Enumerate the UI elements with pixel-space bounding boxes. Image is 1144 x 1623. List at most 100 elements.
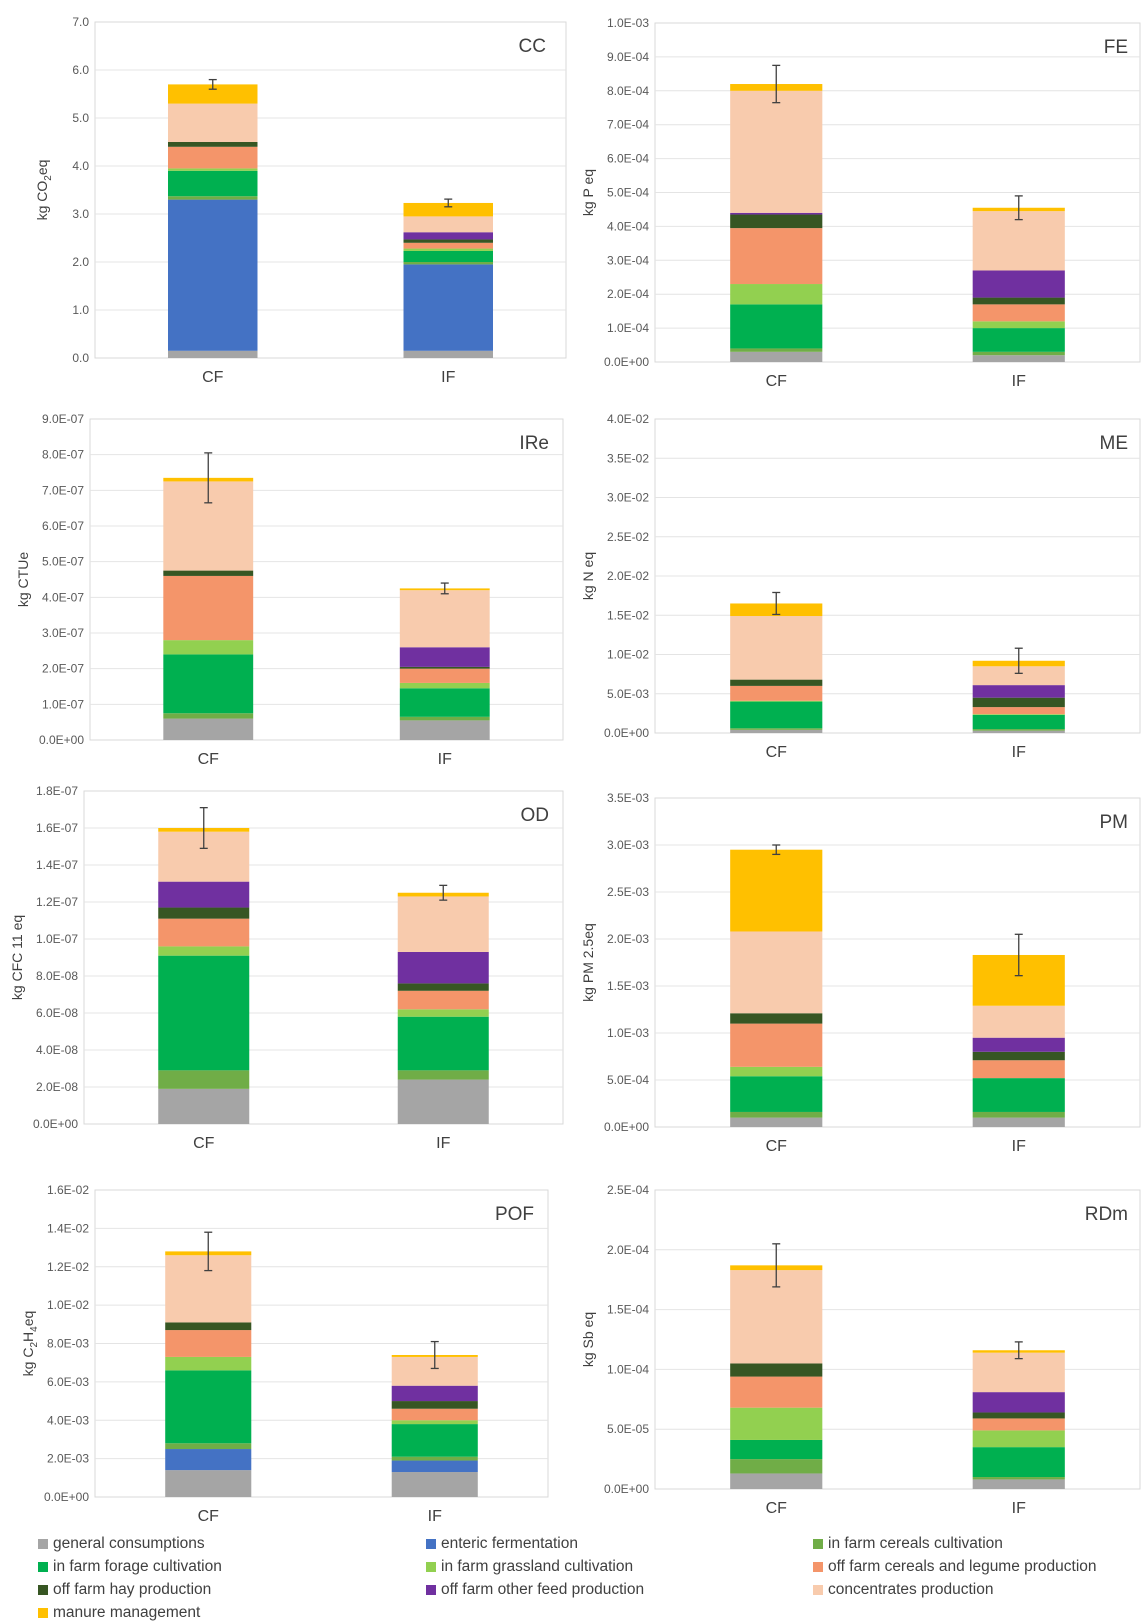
legend-swatch (38, 1562, 48, 1572)
y-tick-label: 5.0E-04 (607, 1073, 649, 1087)
bar-segment-gc-if (397, 1079, 489, 1124)
bar-segment-ffc-cf (730, 1076, 823, 1112)
bar-segment-ocl-cf (730, 1023, 823, 1067)
y-tick-label: 1.0E-03 (607, 1026, 649, 1040)
y-tick-label: 6.0 (72, 63, 89, 77)
bar-segment-ffc-if (397, 1016, 489, 1071)
bar-segment-ofp-if (399, 647, 490, 667)
y-tick-label: 6.0E-04 (607, 152, 649, 166)
bar-segment-fgc-if (972, 321, 1065, 329)
y-tick-label: 9.0E-07 (42, 412, 84, 426)
bar-segment-fgc-if (403, 248, 493, 251)
legend-swatch (813, 1562, 823, 1572)
y-axis-label: kg N eq (580, 552, 596, 600)
y-tick-label: 1.0E-07 (42, 697, 84, 711)
y-tick-label: 3.5E-03 (607, 791, 649, 805)
y-tick-label: 1.2E-02 (47, 1260, 89, 1274)
x-category-label: IF (1012, 373, 1026, 390)
legend-item-cp: concentrates production (813, 1580, 993, 1600)
y-tick-label: 0.0E+00 (604, 1482, 649, 1496)
bar-segment-ofp-if (972, 1037, 1065, 1052)
bar-segment-gc-cf (730, 1473, 823, 1489)
y-tick-label: 2.0E-03 (47, 1452, 89, 1466)
bar-segment-ef-if (403, 264, 493, 351)
y-tick-label: 1.6E-02 (47, 1183, 89, 1197)
y-tick-label: 5.0E-05 (607, 1422, 649, 1436)
y-tick-label: 4.0E-04 (607, 219, 649, 233)
y-tick-label: 9.0E-04 (607, 50, 649, 64)
bar-segment-gc-if (972, 730, 1065, 733)
plot-frame (654, 797, 1141, 1128)
bar-segment-fcc-if (391, 1456, 478, 1461)
y-tick-label: 2.0 (72, 255, 89, 269)
x-category-label: IF (1012, 744, 1026, 761)
legend-label: in farm grassland cultivation (441, 1558, 634, 1575)
bar-segment-fgc-cf (730, 284, 823, 305)
y-tick-label: 8.0E-04 (607, 84, 649, 98)
legend-item-mm: manure management (38, 1603, 200, 1623)
plot-frame (654, 1189, 1141, 1490)
bar-segment-ofp-if (972, 1392, 1065, 1413)
bar-segment-ofp-if (972, 685, 1065, 698)
y-tick-label: 3.0E-04 (607, 253, 649, 267)
x-category-label: IF (436, 1135, 450, 1152)
bar-segment-ffc-if (399, 688, 490, 717)
bar-segment-ffc-if (403, 250, 493, 262)
bar-segment-mm-cf (168, 84, 258, 104)
bar-segment-ohp-cf (168, 142, 258, 147)
y-tick-label: 2.0E-02 (607, 569, 649, 583)
y-tick-label: 2.0E-03 (607, 932, 649, 946)
legend-swatch (426, 1539, 436, 1549)
bar-segment-gc-if (403, 350, 493, 358)
panel-title: CC (519, 36, 546, 57)
bar-segment-ocl-cf (730, 1376, 823, 1408)
bar-segment-cp-cf (730, 616, 823, 680)
bar-segment-ocl-cf (165, 1330, 252, 1357)
y-axis-label: kg Sb eq (580, 1312, 596, 1367)
bar-segment-ocl-cf (730, 685, 823, 701)
y-axis-label: kg CO2eq (34, 160, 54, 221)
y-tick-label: 1.0E-03 (607, 16, 649, 30)
chart-panel-od: 0.0E+00 2.0E-08 4.0E-08 6.0E-08 8.0E-08 1.0E-… (9, 784, 564, 1152)
bar-segment-ofp-cf (158, 881, 250, 908)
y-axis-label: kg PM 2.5eq (580, 923, 596, 1002)
bar-segment-mm-cf (730, 849, 823, 932)
x-category-label: IF (1012, 1500, 1026, 1517)
bar-segment-fcc-if (972, 1477, 1065, 1480)
panel-title: OD (521, 805, 550, 826)
y-axis-label: kg CFC 11 eq (9, 915, 25, 1000)
bar-segment-ffc-cf (168, 170, 258, 197)
legend-item-ocl: off farm cereals and legume production (813, 1557, 1097, 1577)
y-tick-label: 1.0 (72, 303, 89, 317)
legend: general consumptions enteric fermentation… (38, 1534, 1138, 1622)
y-tick-label: 3.5E-02 (607, 451, 649, 465)
legend-label: off farm hay production (53, 1581, 212, 1598)
panel-title: IRe (519, 433, 549, 454)
y-tick-label: 2.0E-04 (607, 287, 649, 301)
y-tick-label: 8.0E-03 (47, 1337, 89, 1351)
legend-item-fgc: in farm grassland cultivation (426, 1557, 633, 1577)
bar-segment-fgc-if (391, 1420, 478, 1425)
chart-panel-pof: 0.0E+00 2.0E-03 4.0E-03 6.0E-03 8.0E-03 1.0E-… (20, 1183, 549, 1525)
bar-segment-ohp-if (403, 239, 493, 243)
bar-segment-ocl-cf (163, 575, 254, 641)
bar-segment-ofp-if (397, 951, 489, 984)
bar-segment-gc-if (972, 355, 1065, 362)
bar-segment-gc-cf (730, 1117, 823, 1127)
y-tick-label: 4.0E-07 (42, 590, 84, 604)
bar-segment-ffc-if (391, 1424, 478, 1457)
y-tick-label: 1.2E-07 (36, 895, 78, 909)
y-tick-label: 6.0E-03 (47, 1375, 89, 1389)
bar-segment-cp-cf (168, 103, 258, 142)
bar-segment-fcc-if (397, 1070, 489, 1080)
bar-segment-fcc-if (403, 262, 493, 265)
bar-segment-fcc-if (972, 1111, 1065, 1118)
y-tick-label: 2.5E-04 (607, 1183, 649, 1197)
y-tick-label: 1.6E-07 (36, 821, 78, 835)
legend-swatch (813, 1539, 823, 1549)
y-tick-label: 4.0 (72, 159, 89, 173)
bar-segment-ffc-if (972, 328, 1065, 352)
bar-segment-gc-cf (163, 718, 254, 740)
y-tick-label: 0.0 (72, 351, 89, 365)
